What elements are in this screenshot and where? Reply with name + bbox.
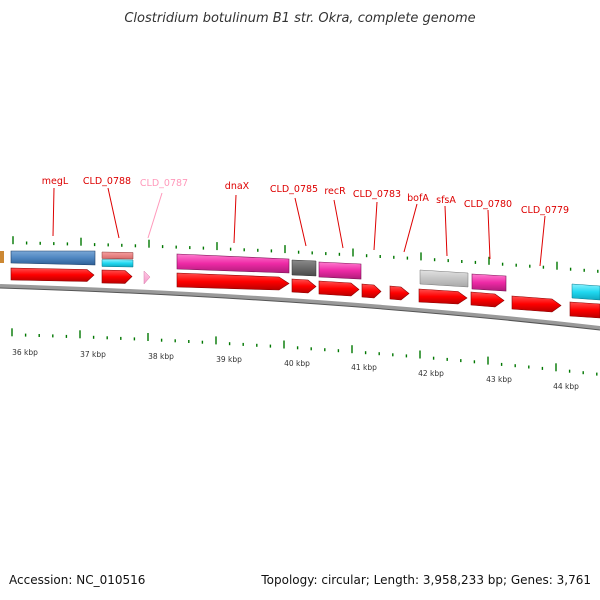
gene-block-cld0788-a[interactable] [101, 251, 134, 260]
cds-arrow-cld0779-a[interactable] [511, 295, 562, 313]
gene-label-dnaX[interactable]: dnaX [225, 181, 250, 192]
leader-sfsA [444, 205, 448, 257]
gene-label-recR[interactable]: recR [324, 186, 346, 197]
tick-label-37kbp: 37 kbp [80, 350, 106, 359]
map-title: Clostridium botulinum B1 str. Okra, comp… [124, 11, 475, 26]
tick-label-38kbp: 38 kbp [148, 352, 174, 361]
leader-cld0779 [539, 215, 546, 267]
gene-labels: megL CLD_0788 CLD_0787 dnaX CLD_0785 rec… [42, 176, 569, 267]
kbp-tick-labels: 36 kbp 37 kbp 38 kbp 39 kbp 40 kbp 41 kb… [12, 348, 579, 391]
cds-arrow-cld0788[interactable] [101, 269, 133, 284]
cds-track [10, 267, 600, 319]
accession-text: Accession: NC_010516 [9, 573, 146, 587]
tick-label-36kbp: 36 kbp [12, 348, 38, 357]
leader-cld0787 [147, 192, 163, 239]
gene-label-megL[interactable]: megL [42, 176, 69, 187]
tick-label-43kbp: 43 kbp [486, 375, 512, 384]
gene-block-cld0780[interactable] [471, 273, 507, 292]
leader-cld0785 [294, 197, 307, 247]
gene-label-bofA[interactable]: bofA [407, 193, 429, 204]
gene-label-cld0787[interactable]: CLD_0787 [140, 178, 188, 189]
gene-block-cld0788-b[interactable] [101, 259, 134, 268]
cds-arrow-dnaX[interactable] [176, 272, 290, 291]
tick-label-39kbp: 39 kbp [216, 355, 242, 364]
tick-label-42kbp: 42 kbp [418, 369, 444, 378]
gene-block-sfsA[interactable] [419, 269, 469, 288]
leader-cld0783 [373, 201, 378, 251]
leader-dnaX [233, 194, 237, 244]
gene-label-cld0779[interactable]: CLD_0779 [521, 205, 569, 216]
gene-label-cld0780[interactable]: CLD_0780 [464, 199, 512, 210]
cds-arrow-bofA[interactable] [389, 285, 410, 301]
cds-arrow-megL[interactable] [10, 267, 95, 282]
cds-arrow-cld0787[interactable] [143, 270, 151, 285]
leader-cld0788 [107, 187, 120, 239]
gene-label-cld0783[interactable]: CLD_0783 [353, 189, 401, 200]
cds-arrow-cld0783[interactable] [361, 283, 382, 299]
leader-cld0780 [487, 209, 491, 260]
tick-label-40kbp: 40 kbp [284, 359, 310, 368]
genome-backbone [0, 284, 600, 330]
inner-tick-row [11, 328, 598, 376]
cds-arrow-cld0779-b[interactable] [569, 301, 600, 319]
tick-label-44kbp: 44 kbp [553, 382, 579, 391]
tick-label-41kbp: 41 kbp [351, 363, 377, 372]
gene-label-cld0788[interactable]: CLD_0788 [83, 176, 131, 187]
cds-arrow-cld0780[interactable] [470, 291, 505, 308]
cds-arrow-recR[interactable] [318, 280, 360, 297]
cds-arrow-sfsA[interactable] [418, 288, 468, 305]
gene-block-recR[interactable] [318, 261, 362, 280]
leader-bofA [403, 203, 418, 253]
gene-block-megL[interactable] [10, 250, 96, 266]
gene-block-dnaX[interactable] [176, 253, 290, 274]
genome-stats-text: Topology: circular; Length: 3,958,233 bp… [261, 573, 591, 587]
outer-tick-row [12, 236, 599, 273]
leader-megL [52, 187, 55, 237]
gene-label-cld0785[interactable]: CLD_0785 [270, 184, 318, 195]
gene-block-left-edge [0, 251, 4, 263]
gene-label-sfsA[interactable]: sfsA [436, 195, 456, 206]
leader-recR [333, 199, 344, 249]
feature-track-other [0, 250, 600, 301]
cds-arrow-cld0785[interactable] [291, 278, 317, 294]
gene-block-cld0779[interactable] [571, 283, 600, 301]
gene-block-cld0785[interactable] [291, 259, 317, 277]
genome-backbone-shadow [0, 287, 600, 331]
